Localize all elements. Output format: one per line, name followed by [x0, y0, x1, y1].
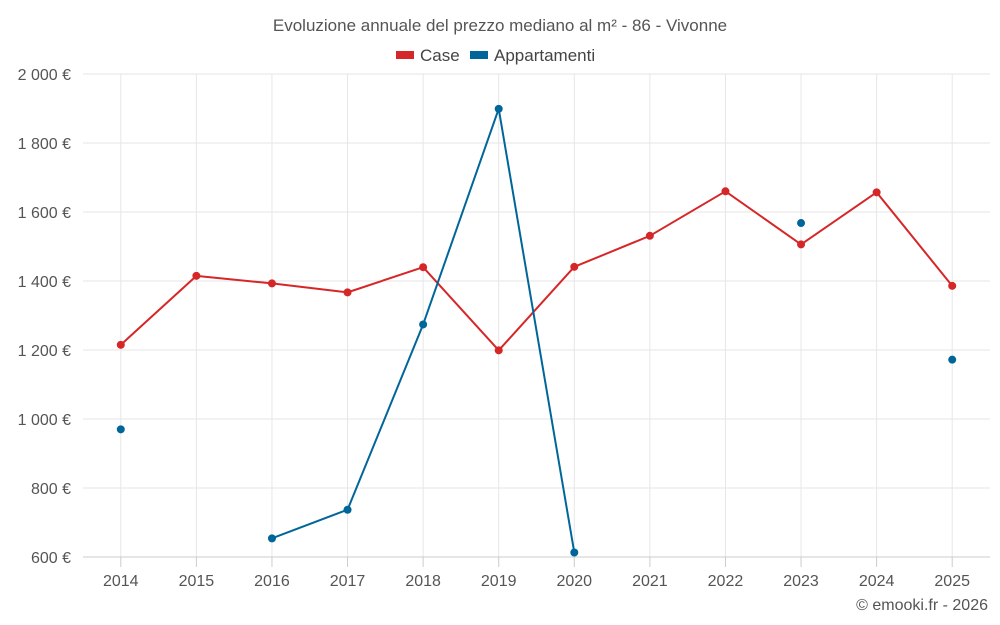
x-tick-label: 2022	[708, 573, 744, 590]
data-point[interactable]	[116, 340, 125, 349]
data-point[interactable]	[797, 240, 806, 249]
legend-swatch	[396, 51, 414, 59]
data-point[interactable]	[948, 281, 957, 290]
data-point[interactable]	[419, 263, 428, 272]
y-axis: 600 € 800 € 1 000 € 1 200 € 1 400 € 1 600 € 1 …	[18, 67, 71, 567]
x-tick-label: 2017	[330, 573, 366, 590]
series-case	[116, 187, 957, 355]
x-tick-label: 2024	[859, 573, 895, 590]
data-point[interactable]	[267, 279, 276, 288]
data-point[interactable]	[267, 534, 276, 543]
data-point[interactable]	[192, 271, 201, 280]
chart-title: Evoluzione annuale del prezzo mediano al…	[273, 16, 727, 35]
legend-label[interactable]: Appartamenti	[494, 46, 595, 65]
series-line	[119, 190, 954, 352]
y-tick-label: 2 000 €	[18, 67, 71, 84]
y-tick-label: 1 600 €	[18, 205, 71, 222]
legend: Case Appartamenti	[396, 46, 595, 65]
y-tick-label: 1 000 €	[18, 412, 71, 429]
data-point[interactable]	[494, 104, 503, 113]
x-tick-label: 2014	[103, 573, 139, 590]
series-layer	[116, 104, 957, 557]
data-point[interactable]	[494, 346, 503, 355]
data-point[interactable]	[948, 355, 957, 364]
y-tick-label: 1 200 €	[18, 343, 71, 360]
data-point[interactable]	[343, 505, 352, 514]
x-tick-label: 2023	[783, 573, 819, 590]
data-point[interactable]	[570, 262, 579, 271]
series-appartamenti	[116, 104, 957, 557]
x-tick-label: 2018	[405, 573, 441, 590]
legend-label[interactable]: Case	[420, 46, 460, 65]
x-tick-label: 2015	[179, 573, 215, 590]
data-point[interactable]	[343, 288, 352, 297]
y-tick-label: 600 €	[31, 550, 71, 567]
x-tick-label: 2016	[254, 573, 290, 590]
data-point[interactable]	[797, 219, 806, 228]
y-tick-label: 1 800 €	[18, 136, 71, 153]
data-point[interactable]	[721, 187, 730, 196]
x-tick-label: 2020	[556, 573, 592, 590]
grid	[83, 73, 990, 558]
x-axis: 2014 2015 2016 2017 2018 2019 2020 2021 2022 2023…	[83, 556, 990, 590]
data-point[interactable]	[872, 188, 881, 197]
y-tick-label: 1 400 €	[18, 274, 71, 291]
x-tick-label: 2019	[481, 573, 517, 590]
x-tick-label: 2021	[632, 573, 668, 590]
data-point[interactable]	[645, 231, 654, 240]
credit-text: © emooki.fr - 2026	[856, 597, 988, 614]
legend-swatch	[470, 51, 488, 59]
data-point[interactable]	[570, 548, 579, 557]
data-point[interactable]	[419, 320, 428, 329]
x-tick-label: 2025	[934, 573, 970, 590]
y-tick-label: 800 €	[31, 481, 71, 498]
data-point[interactable]	[116, 425, 125, 434]
